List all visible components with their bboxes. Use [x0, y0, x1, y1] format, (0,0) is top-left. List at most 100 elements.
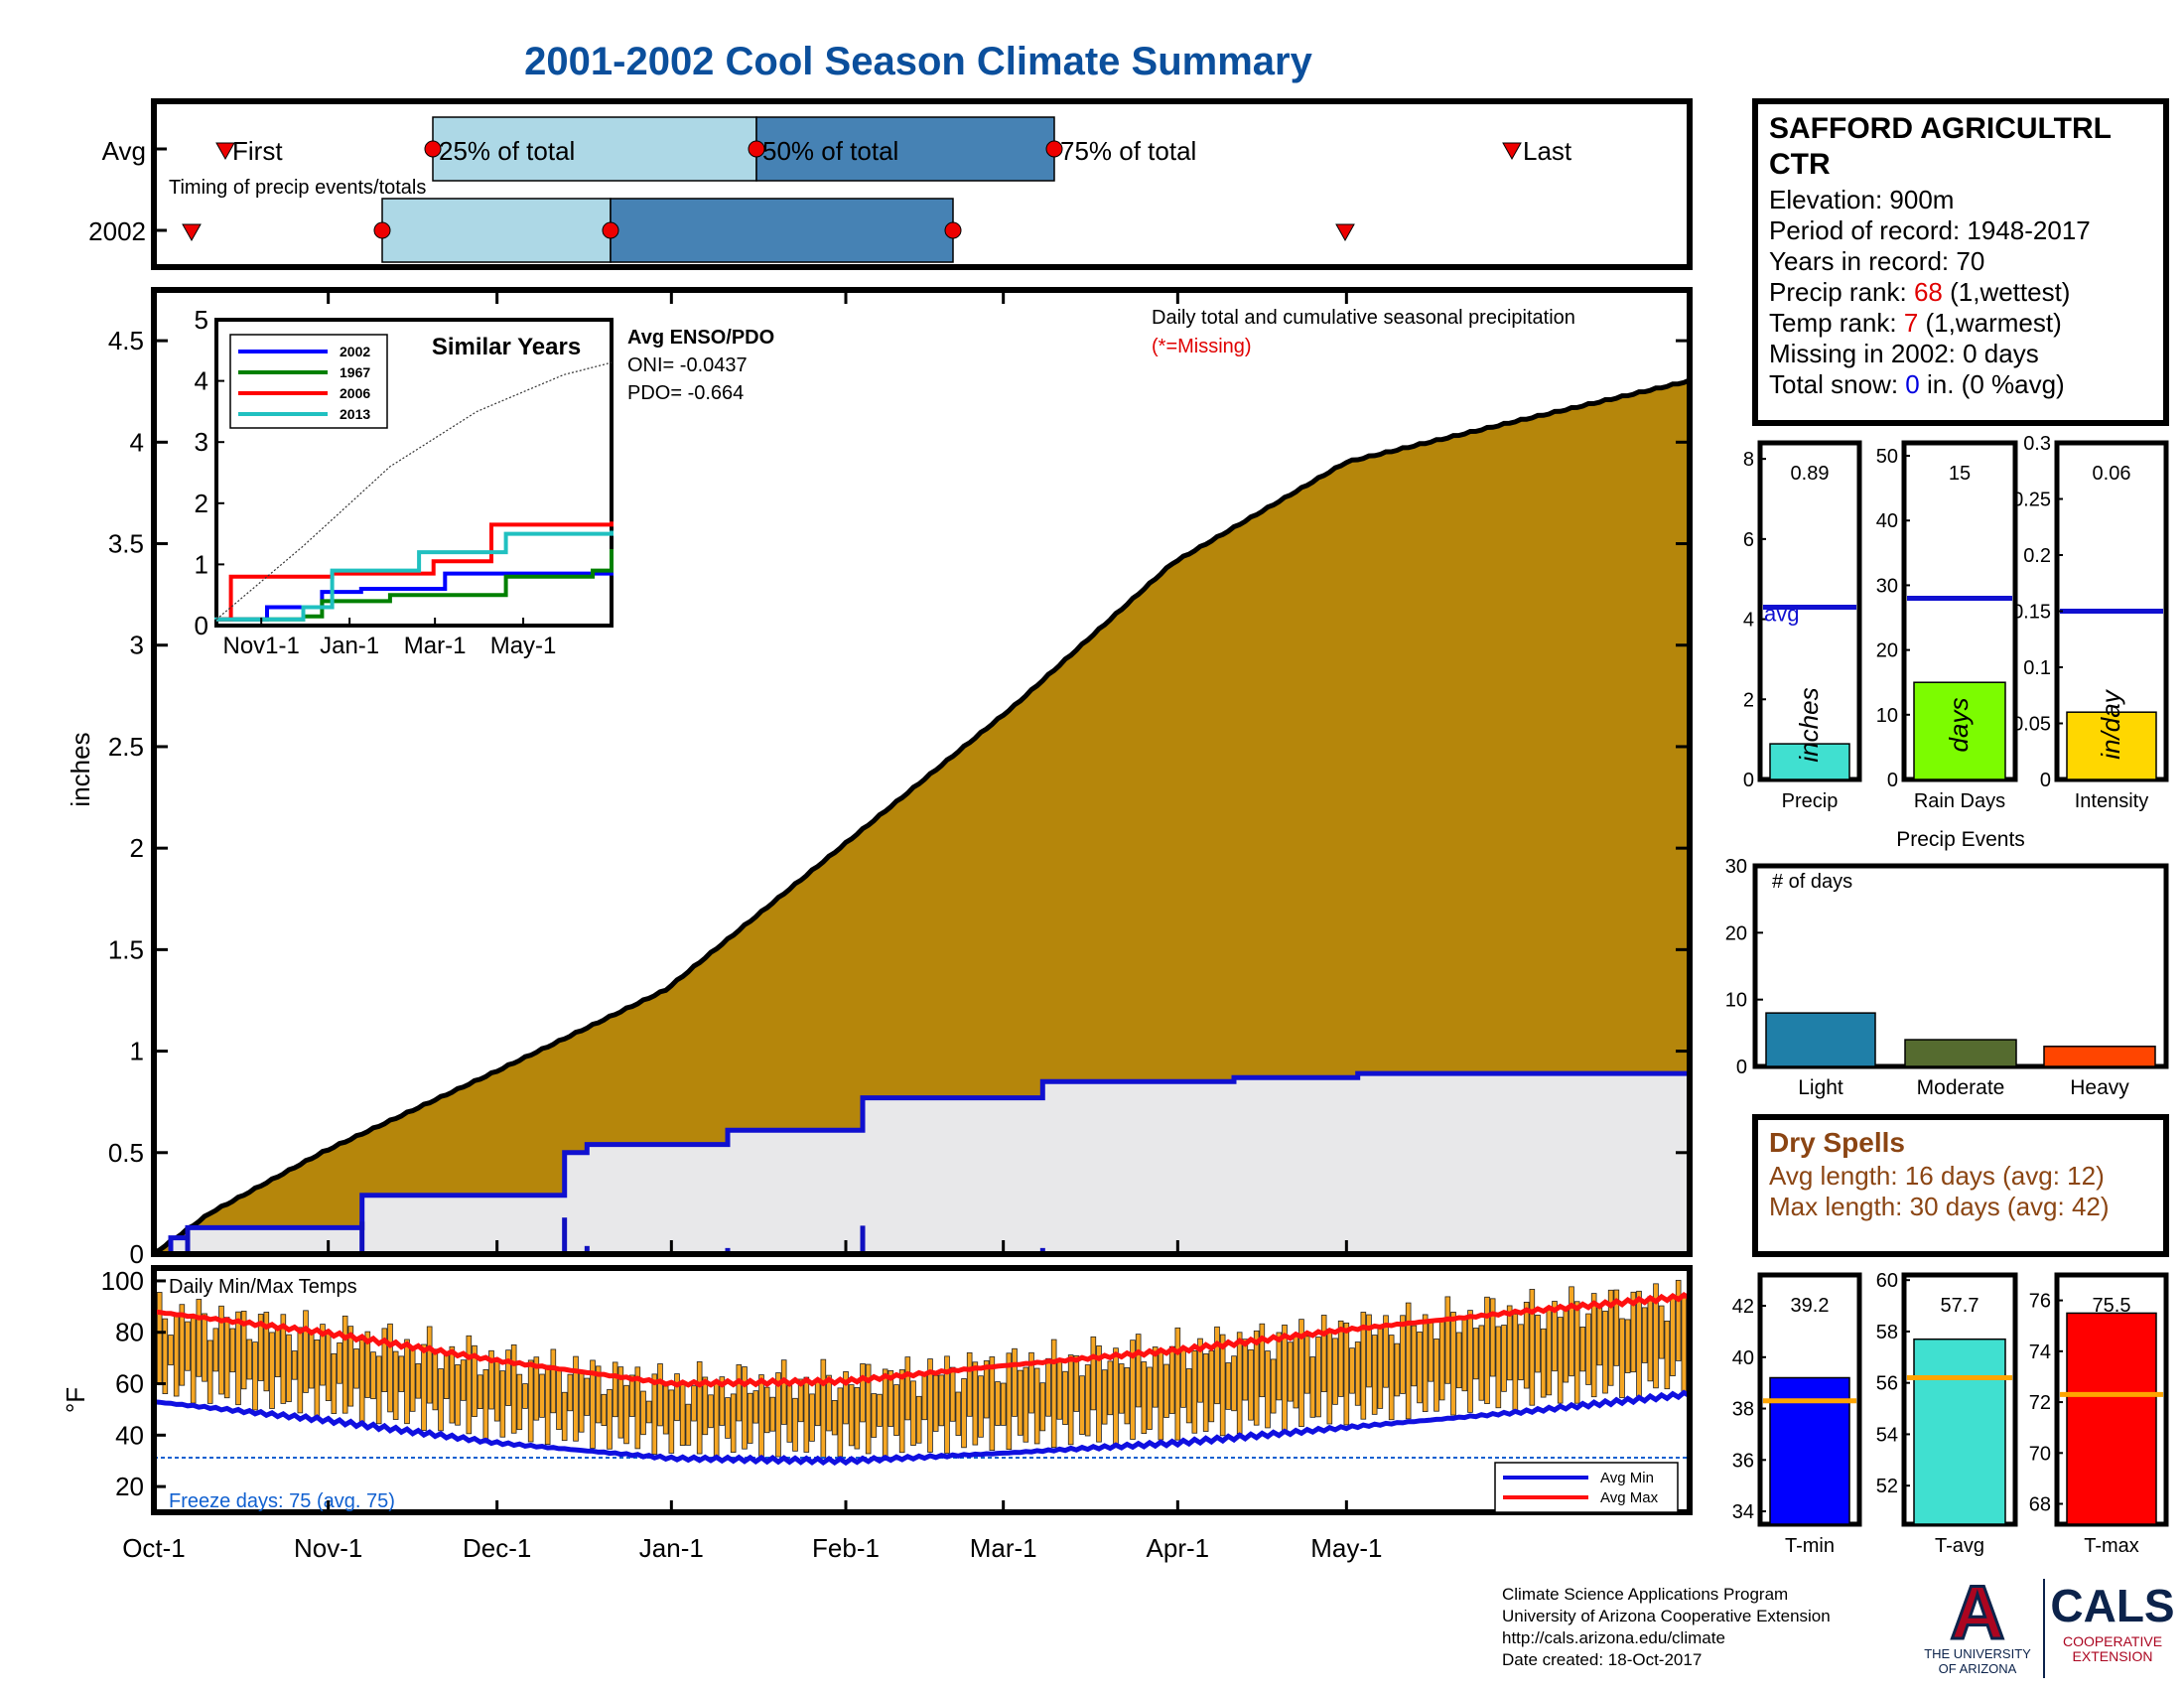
precip-y-tick-label: 3 — [130, 631, 144, 660]
temp-day-bar — [1050, 1339, 1057, 1449]
temp-day-bar — [1225, 1362, 1232, 1410]
temp-day-bar — [1349, 1347, 1355, 1394]
temp-day-bar — [915, 1395, 922, 1444]
temp-plot-bg — [154, 1268, 1690, 1512]
temp-day-bar — [196, 1299, 203, 1377]
timing-p50-label: 50% of total — [762, 136, 898, 166]
temp-y-tick-label: 100 — [101, 1266, 144, 1296]
temp-day-bar — [1303, 1336, 1310, 1394]
temp-day-bar — [685, 1403, 692, 1446]
temp-day-bar — [257, 1314, 264, 1381]
dry-spells-frame — [1752, 1114, 2169, 1257]
rain-days-category-label: Rain Days — [1914, 790, 2005, 812]
temp-day-bar — [1371, 1335, 1378, 1415]
inset-legend-label-2013: 2013 — [340, 406, 370, 422]
precip-missing-note: (*=Missing) — [1152, 336, 1252, 357]
temp-day-bar — [1523, 1302, 1530, 1389]
temp-day-bar — [1130, 1340, 1136, 1440]
temp-day-bar — [932, 1374, 939, 1432]
freeze-days-label: Freeze days: 75 (avg. 75) — [169, 1490, 395, 1512]
temp-day-bar — [758, 1374, 764, 1457]
temp-day-bar — [1028, 1351, 1034, 1414]
inset-y-tick-label: 3 — [195, 427, 208, 457]
temp-day-bar — [1174, 1327, 1181, 1441]
intensity-tick-label: 0.2 — [2023, 545, 2051, 567]
x-tick-label: Apr-1 — [1147, 1533, 1210, 1563]
temp-y-tick-label: 80 — [115, 1318, 144, 1347]
temp-day-bar — [1236, 1332, 1243, 1435]
intensity-tick-label: 0 — [2040, 770, 2051, 791]
temp-day-bar — [1309, 1356, 1316, 1418]
rain-days-tick-label: 40 — [1876, 510, 1898, 532]
legend-avg-min-label: Avg Min — [1600, 1470, 1654, 1486]
timing-2002-first-marker — [182, 223, 202, 242]
temp-day-bar — [1045, 1357, 1051, 1417]
events-category-label: Moderate — [1917, 1076, 2005, 1099]
temp-day-bar — [1535, 1315, 1541, 1373]
temp-day-bar — [1450, 1312, 1456, 1416]
temp-day-bar — [1062, 1370, 1068, 1425]
temp-day-bar — [860, 1363, 866, 1423]
temp-day-bar — [1658, 1305, 1665, 1359]
temp-day-bar — [1253, 1330, 1260, 1426]
temp-day-bar — [882, 1368, 888, 1458]
temp-day-bar — [488, 1349, 494, 1410]
temp-day-bar — [1590, 1293, 1597, 1398]
temp-daily-bars — [151, 1279, 1688, 1459]
temp-day-bar — [1326, 1329, 1333, 1425]
intensity: 0 0.05 0.1 0.15 0.2 0.25 0.3 0.06 Intensity in/da… — [2012, 433, 2169, 812]
temp-day-bar — [1332, 1338, 1338, 1405]
precip-total: 0 2 4 6 8 0.89 Precip inches avg — [1743, 440, 1862, 812]
x-tick-label: Nov-1 — [294, 1533, 362, 1563]
temp-day-bar — [1039, 1382, 1046, 1432]
footer-line3: http://cals.arizona.edu/climate — [1502, 1628, 1725, 1647]
t-min-tick-label: 42 — [1732, 1296, 1754, 1318]
temp-day-bar — [1647, 1296, 1654, 1382]
season-x-axis: Oct-1 Nov-1 Dec-1 Jan-1 Feb-1 Mar-1 Apr-1 May-1 — [122, 290, 1382, 1563]
temp-day-bar — [320, 1324, 326, 1386]
temp-day-bar — [162, 1318, 169, 1394]
temp-day-bar — [736, 1364, 743, 1422]
temp-day-bar — [1563, 1308, 1570, 1383]
temp-day-bar — [1636, 1290, 1642, 1397]
x-tick-label: Jan-1 — [639, 1533, 704, 1563]
temp-day-bar — [280, 1314, 287, 1404]
timing-2002-p50-marker — [602, 221, 619, 239]
temp-plot-frame — [151, 1265, 1693, 1515]
timing-avg-box-light — [432, 116, 757, 182]
rain-days: 0 10 20 30 40 50 15 Rain Days days — [1876, 440, 2018, 812]
ua-logo-text1: THE UNIVERSITY — [1924, 1646, 2031, 1661]
temp-legend-box — [1494, 1462, 1679, 1513]
temp-day-bar — [1664, 1321, 1671, 1390]
temp-day-bar — [837, 1387, 844, 1458]
temp-day-bar — [708, 1394, 714, 1429]
dry-spells-avg: Avg length: 16 days (avg: 12) — [1769, 1161, 2105, 1191]
timing-caption: Timing of precip events/totals — [169, 177, 426, 199]
temp-day-bar — [978, 1375, 984, 1438]
station-years: Years in record: 70 — [1769, 246, 1984, 276]
inset-series-lines — [214, 361, 614, 622]
temp-y-tick-label: 60 — [115, 1369, 144, 1399]
temp-day-bar — [1012, 1347, 1018, 1417]
temp-day-bar — [578, 1371, 585, 1433]
temp-day-bar — [1168, 1345, 1175, 1414]
temp-day-bar — [392, 1350, 399, 1420]
temp-day-bar — [1033, 1367, 1040, 1445]
events-tick-label: 0 — [1736, 1057, 1747, 1078]
inset-x-tick-label: Mar-1 — [404, 633, 467, 659]
timing-avg-p75-marker — [1045, 140, 1063, 158]
ua-logo-text2: OF ARIZONA — [1939, 1661, 2017, 1676]
events-tick-label: 10 — [1725, 990, 1747, 1012]
temp-day-bar — [1090, 1336, 1097, 1411]
temp-day-bar — [1377, 1326, 1384, 1409]
t-min-tick-label: 34 — [1732, 1501, 1754, 1523]
temp-day-bar — [1276, 1332, 1283, 1401]
timing-row-2002-label: 2002 — [88, 216, 146, 246]
temp-day-bar — [539, 1373, 545, 1418]
temp-day-bar — [370, 1351, 376, 1400]
temp-day-bar — [567, 1373, 574, 1412]
temp-day-bar — [206, 1340, 213, 1404]
temp-day-bar — [831, 1400, 838, 1436]
rain-days-tick-label: 0 — [1887, 770, 1898, 791]
temp-avg-min-line — [153, 1389, 1692, 1467]
